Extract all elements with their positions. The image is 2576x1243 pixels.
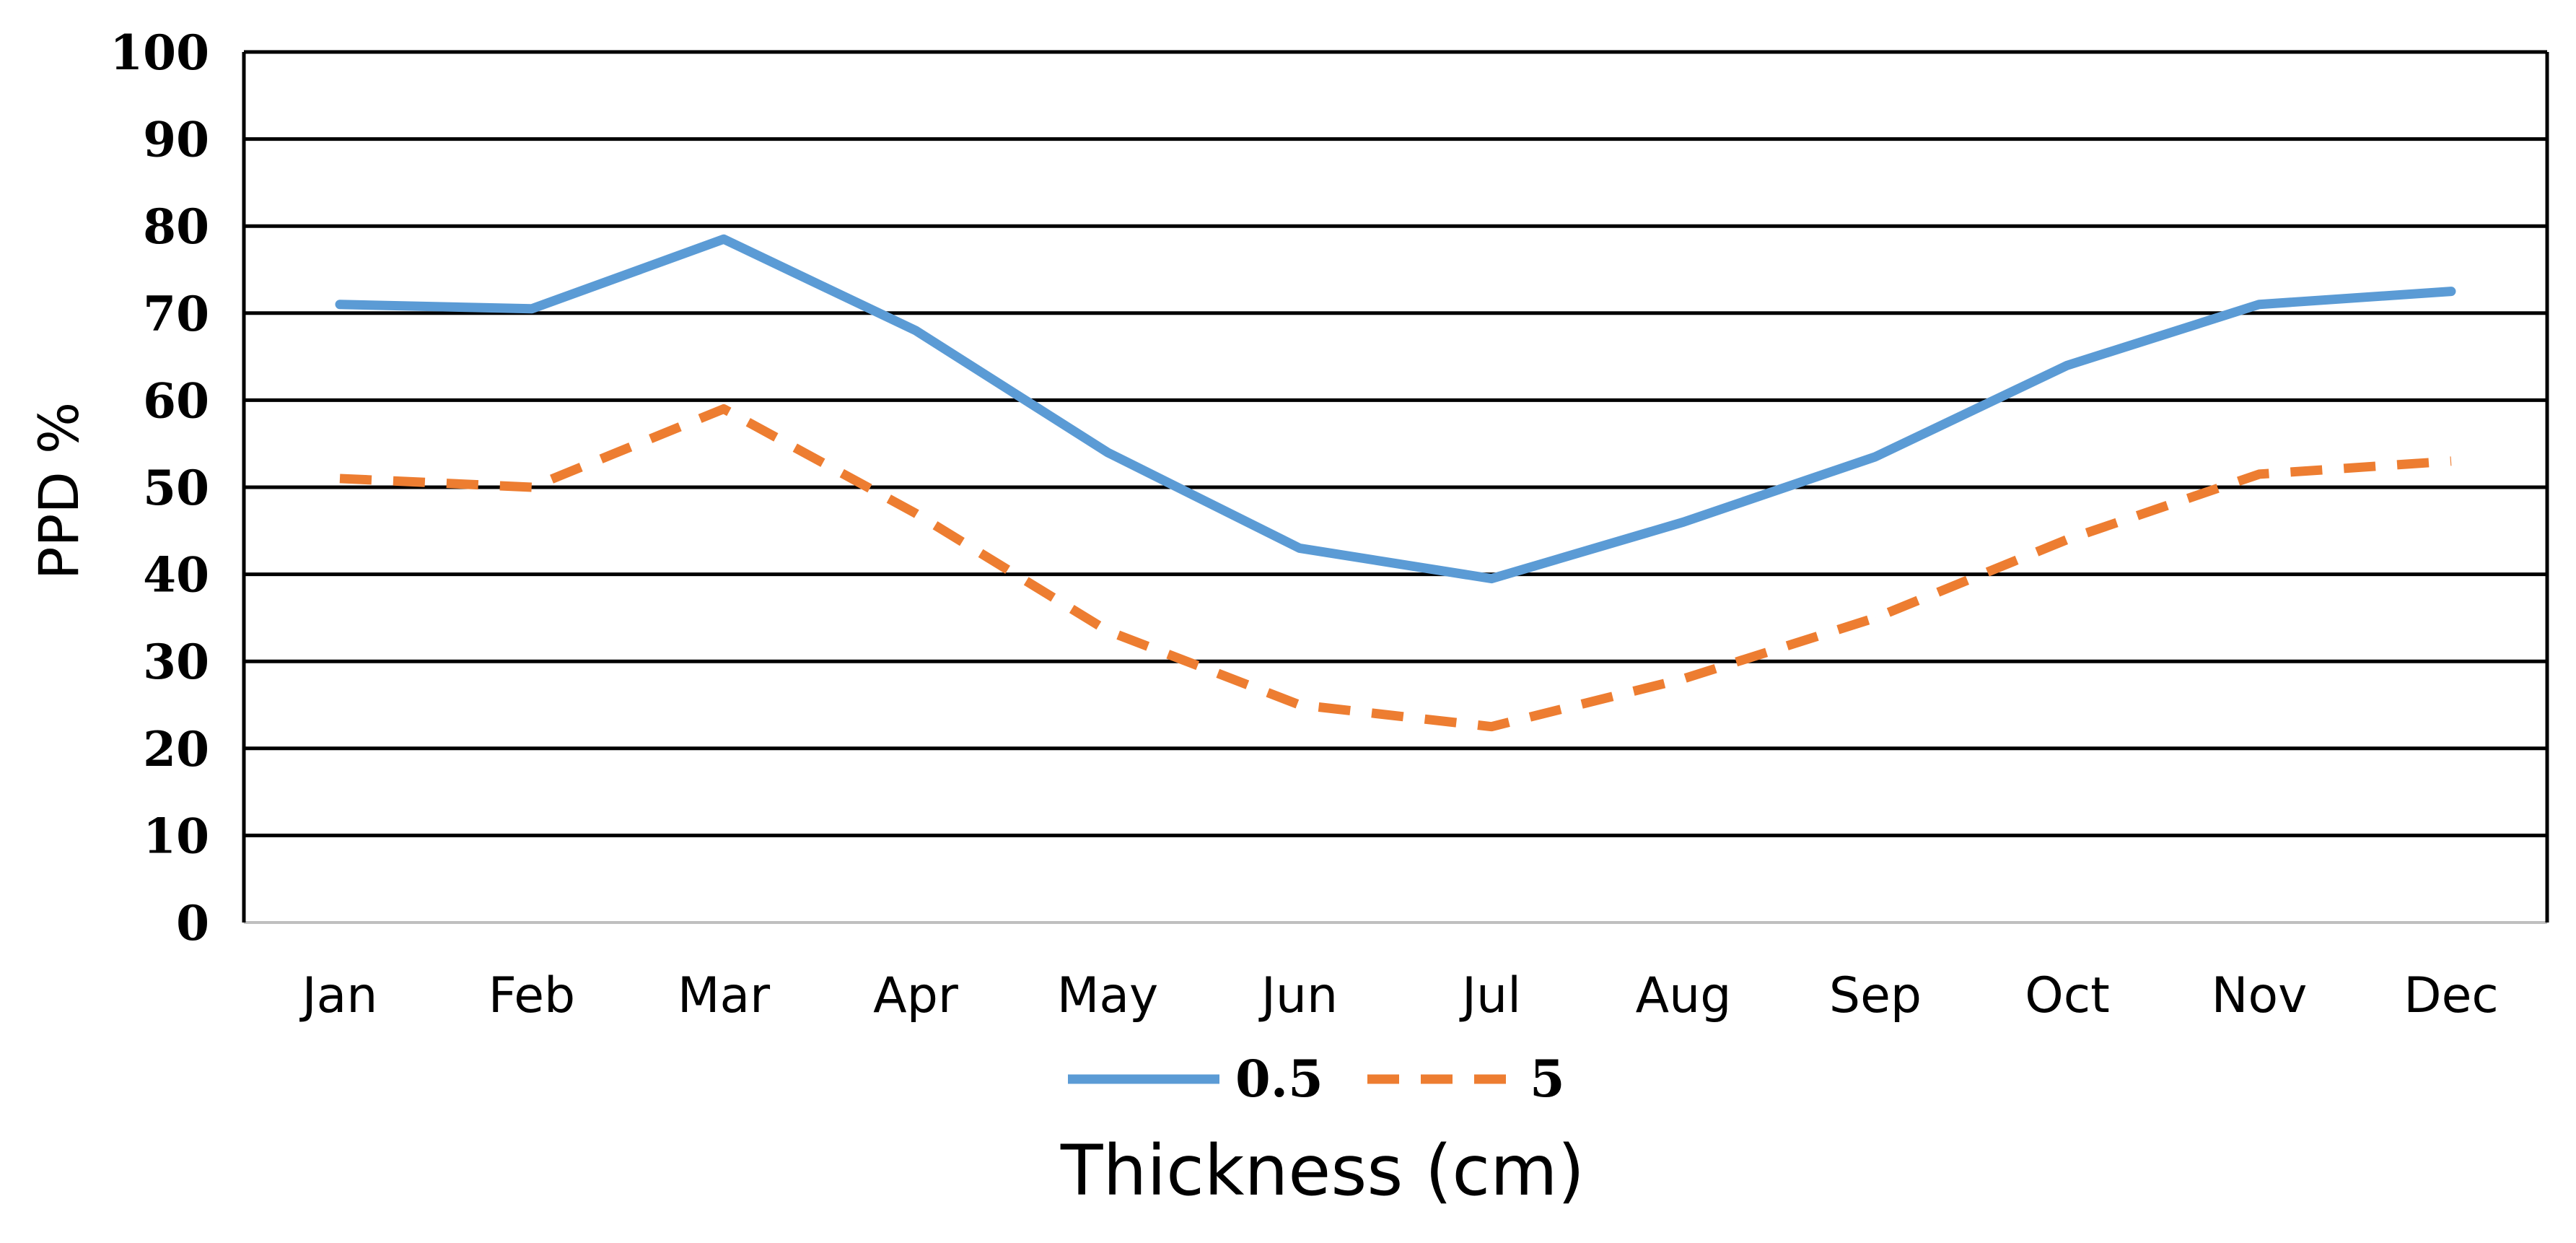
x-tick-label: Oct [2025, 967, 2110, 1024]
series-line-5 [339, 404, 2452, 732]
legend-label-5: 5 [1530, 1049, 1565, 1109]
y-axis-ticks: 0 10 20 30 40 50 60 70 80 90 100 [110, 25, 209, 951]
x-tick-label: Jul [1459, 967, 1521, 1024]
y-tick-label: 10 [143, 808, 209, 864]
legend-label-0.5: 0.5 [1235, 1049, 1323, 1109]
y-tick-label: 90 [143, 112, 209, 168]
x-tick-label: Dec [2404, 967, 2499, 1024]
x-tick-label: Sep [1829, 967, 1922, 1024]
y-tick-label: 80 [143, 199, 209, 255]
x-tick-label: Nov [2212, 967, 2308, 1024]
y-tick-label: 0 [176, 895, 209, 951]
y-tick-label: 60 [143, 372, 209, 429]
legend: 0.5 5 [1068, 1049, 1565, 1109]
x-axis-ticks: Jan Feb Mar Apr May Jun Jul Aug Sep Oct Nov Dec [299, 967, 2499, 1024]
y-tick-label: 40 [143, 547, 209, 603]
x-tick-label: Feb [489, 967, 575, 1024]
y-tick-label: 30 [143, 634, 209, 690]
y-tick-label: 20 [143, 721, 209, 777]
y-axis-label: PPD % [27, 402, 91, 580]
series-lines [335, 234, 2456, 732]
x-tick-label: Mar [678, 967, 770, 1024]
series-line-0.5 [335, 234, 2456, 584]
gridlines [242, 50, 2549, 924]
x-tick-label: Apr [873, 967, 958, 1024]
x-tick-label: Jan [299, 967, 378, 1024]
y-tick-label: 50 [143, 460, 209, 516]
x-axis-title: Thickness (cm) [1060, 1130, 1585, 1211]
y-tick-label: 70 [143, 286, 209, 342]
x-tick-label: May [1057, 967, 1159, 1024]
x-tick-label: Jun [1258, 967, 1338, 1024]
y-tick-label: 100 [110, 25, 209, 81]
x-tick-label: Aug [1636, 967, 1732, 1024]
